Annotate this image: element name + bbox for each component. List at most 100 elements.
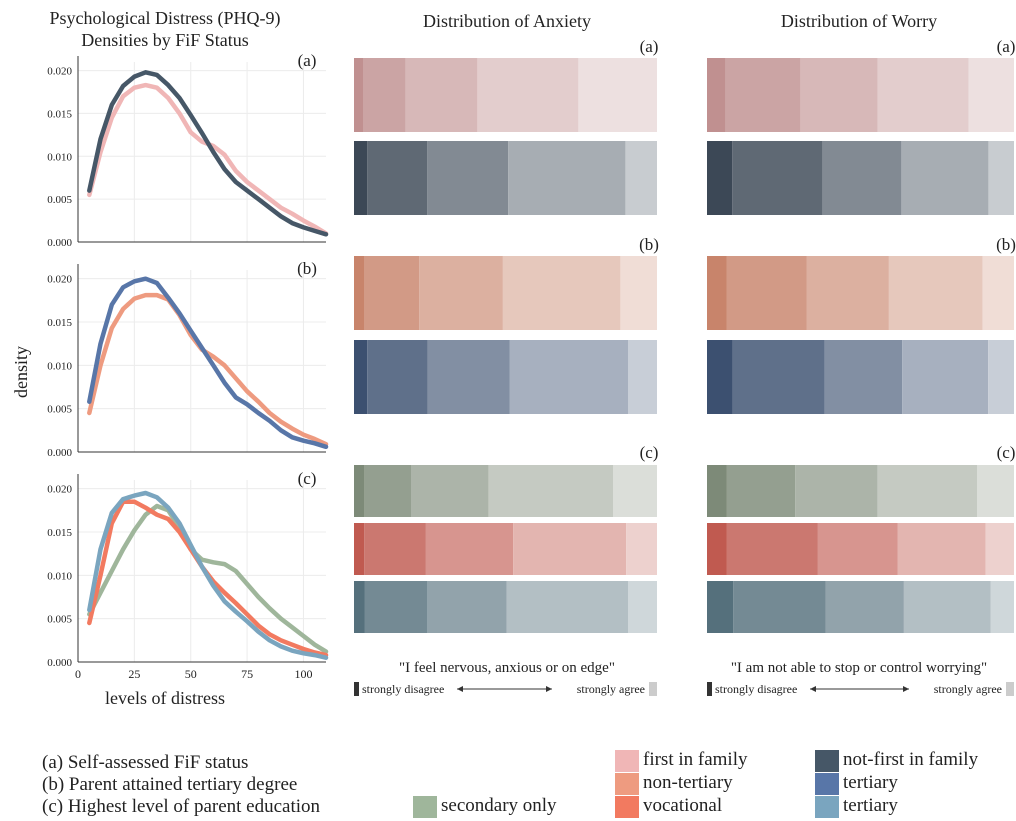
bar-segment [725, 58, 801, 132]
bar-segment [411, 465, 489, 517]
stacked-bar-panels: (a) (b) (c) (a) (b) (c) [354, 37, 1016, 633]
legend-swatch [815, 796, 839, 818]
bar-segment [427, 141, 509, 215]
y-tick-label: 0.000 [47, 237, 72, 249]
density-y-axis-label: density [11, 346, 31, 398]
legend-swatch [615, 750, 639, 772]
scale-arrow-left [810, 686, 816, 692]
legend-swatch [815, 773, 839, 795]
panel-label: (c) [298, 469, 317, 488]
y-tick-label: 0.010 [47, 151, 72, 163]
bar-segment [707, 581, 734, 633]
panel-label: (a) [640, 37, 659, 56]
stacked-bar-chart: (a) (b) (c) [354, 37, 659, 633]
legend-label: not-first in family [843, 749, 979, 770]
bar-segment [354, 340, 368, 414]
bar-segment [513, 523, 627, 575]
bar-segment [800, 58, 878, 132]
panel-label: (c) [640, 443, 659, 462]
scale-right-label: strongly agree [577, 682, 645, 696]
bar-segment [903, 581, 991, 633]
panel-label: (c) [997, 443, 1016, 462]
density-panel: 0.000 0.005 0.010 0.015 0.020 (b) [47, 259, 329, 459]
bar-segment [354, 523, 365, 575]
bar-segment [626, 523, 657, 575]
panel-label: (a) [997, 37, 1016, 56]
bar-segment [988, 141, 1014, 215]
bar-segment [877, 58, 969, 132]
bar-segment [354, 256, 365, 330]
bar-segment [367, 141, 428, 215]
scale-row: strongly disagree strongly agree [707, 682, 1014, 696]
y-tick-label: 0.015 [47, 527, 72, 539]
legend-swatch [615, 796, 639, 818]
bar-segment [354, 141, 368, 215]
bar-segment [726, 523, 818, 575]
legend-label: secondary only [441, 795, 557, 816]
bar-segment [354, 465, 365, 517]
legend-swatch [815, 750, 839, 772]
density-x-axis-label: levels of distress [105, 688, 225, 708]
bar-segment [488, 465, 613, 517]
bar-segment [902, 340, 989, 414]
bar-segment [877, 465, 978, 517]
x-tick-label: 75 [241, 667, 253, 681]
scale-row: strongly disagree strongly agree [354, 682, 657, 696]
bar-segment [625, 141, 657, 215]
scale-arrow-left [457, 686, 463, 692]
bar-segment [506, 581, 628, 633]
bar-segment [988, 340, 1014, 414]
bar-segment [707, 340, 733, 414]
bar-segment [502, 256, 621, 330]
bar-segment [363, 58, 406, 132]
bar-segment [628, 340, 657, 414]
bar-segment [707, 141, 733, 215]
y-tick-label: 0.005 [47, 194, 72, 206]
y-tick-label: 0.005 [47, 404, 72, 416]
bar-segment [578, 58, 657, 132]
stacked-bar-chart: (a) (b) (c) [707, 37, 1016, 633]
legend-key-a: (a) Self-assessed FiF status [42, 752, 249, 773]
density-title-line2: Densities by FiF Status [81, 30, 249, 50]
y-tick-label: 0.000 [47, 657, 72, 669]
y-tick-label: 0.020 [47, 274, 72, 286]
bar-segment [990, 581, 1014, 633]
scale-arrow-right [903, 686, 909, 692]
bar-segment [733, 581, 826, 633]
bar-segment [427, 340, 510, 414]
bar-segment [822, 141, 902, 215]
bar-segment [620, 256, 657, 330]
bar-segment [364, 523, 426, 575]
density-panel: 0.000 0.005 0.010 0.015 0.020 (a) [47, 51, 329, 249]
y-tick-label: 0.000 [47, 447, 72, 459]
legend-label: tertiary [843, 772, 898, 793]
panel-label: (b) [297, 259, 317, 278]
bar-segment [968, 58, 1014, 132]
bar-segment [613, 465, 657, 517]
bar-segment [726, 465, 796, 517]
anxiety-title: Distribution of Anxiety [423, 11, 591, 31]
bar-segment [508, 141, 626, 215]
density-panel: 0.000 0.005 0.010 0.015 0.020 (c) 0 25 50 75 100 [47, 469, 329, 681]
density-line [87, 490, 329, 660]
legend-label: vocational [643, 795, 723, 816]
density-line [87, 70, 329, 237]
y-tick-label: 0.015 [47, 317, 72, 329]
legend-swatch [615, 773, 639, 795]
panel-label: (b) [996, 235, 1016, 254]
x-tick-label: 0 [75, 667, 81, 681]
x-tick-label: 50 [185, 667, 197, 681]
anxiety-statement: "I feel nervous, anxious or on edge" [399, 660, 615, 676]
bar-segment [354, 581, 365, 633]
agree-swatch [1006, 682, 1014, 696]
bar-segment [977, 465, 1014, 517]
bar-segment [825, 581, 904, 633]
bar-segment [707, 256, 727, 330]
y-tick-label: 0.010 [47, 360, 72, 372]
bar-segment [364, 256, 420, 330]
legend-key-b: (b) Parent attained tertiary degree [42, 774, 298, 795]
bar-segment [707, 465, 727, 517]
worry-statement: "I am not able to stop or control worryi… [731, 660, 987, 676]
y-tick-label: 0.020 [47, 484, 72, 496]
bar-segment [425, 523, 514, 575]
